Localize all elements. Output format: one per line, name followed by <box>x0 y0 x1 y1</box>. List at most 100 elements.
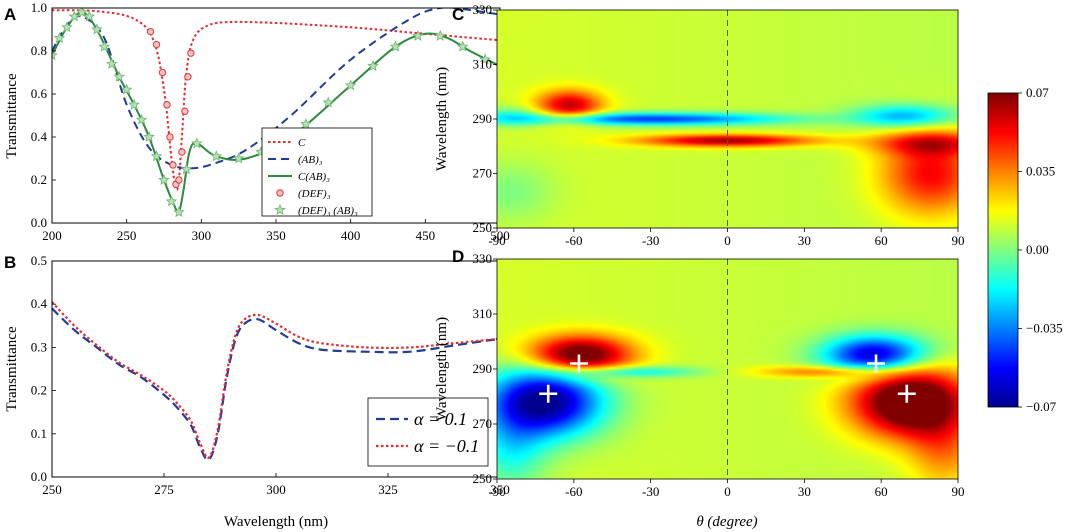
x-tick-label: 400 <box>341 228 361 243</box>
panel-a-marker-def3ab3 <box>389 40 402 52</box>
panel-b-legend-box <box>367 397 489 467</box>
panel-c-label: C <box>452 5 464 24</box>
x-tick-label: 30 <box>798 484 811 499</box>
panel-b-ylabel: Transmittance <box>4 326 20 412</box>
panel-a-marker-def3ab3 <box>120 83 133 95</box>
panel-c-ticks: -90 -60 -30 0 30 60 90 250 270 290 310 330 <box>473 2 965 248</box>
panel-a-marker-def3ab3 <box>180 163 193 175</box>
y-tick-label: 270 <box>473 166 493 181</box>
panel-a-ylabel: Transmittance <box>4 73 20 159</box>
cross-marker <box>897 384 916 403</box>
legend-a-swatch <box>274 203 286 215</box>
x-tick-label: 250 <box>117 228 137 243</box>
panel-a-label: A <box>4 5 16 24</box>
y-tick-label: 330 <box>473 2 493 17</box>
panel-a-series <box>52 8 500 218</box>
y-tick-label: 290 <box>473 111 493 126</box>
panel-c: C -90 -60 -30 0 30 60 90 250 270 290 310 330 Wavele… <box>434 2 965 248</box>
panel-b-legend: α = 0.1 α = −0.1 <box>367 397 489 467</box>
panel-a-marker-def3ab3 <box>322 96 334 108</box>
x-tick-label: 500 <box>490 228 510 243</box>
x-tick-label: -30 <box>642 233 659 248</box>
legend-a-label: C <box>298 137 306 149</box>
y-tick-label: 0.0 <box>31 215 47 230</box>
x-tick-label: 90 <box>952 484 965 499</box>
panel-c-ylabel: Wavelength (nm) <box>434 67 450 171</box>
y-tick-label: 0.4 <box>31 129 48 144</box>
panel-a-marker-def3ab3 <box>90 23 103 35</box>
x-tick-label: 60 <box>875 233 888 248</box>
colorbar-tick-label: −0.07 <box>1026 399 1057 414</box>
colorbar: 0.07 0.035 0.00 −0.035 −0.07 <box>987 85 1063 414</box>
y-tick-label: 270 <box>473 416 493 431</box>
panel-a-marker-def3 <box>181 107 189 115</box>
x-tick-label: 200 <box>42 228 62 243</box>
colorbar-ticks: 0.07 0.035 0.00 −0.035 −0.07 <box>1018 85 1063 414</box>
x-tick-label: 275 <box>154 482 174 497</box>
panel-d-xlabel-text: θ (degree) <box>696 514 757 530</box>
y-tick-label: 0.1 <box>31 426 47 441</box>
x-tick-label: 0 <box>724 233 731 248</box>
panel-b-label: B <box>4 253 16 272</box>
panel-b-ticks: 250 275 300 325 350 0.0 0.1 0.2 0.3 0.4 0.5 <box>31 253 510 497</box>
y-tick-label: 0.6 <box>31 86 48 101</box>
panel-a-marker-def3 <box>175 176 183 184</box>
panel-a-marker-def3ab3 <box>143 130 155 142</box>
y-tick-label: 0.3 <box>31 339 47 354</box>
y-tick-label: 0.2 <box>31 383 47 398</box>
panel-d-ylabel: Wavelength (nm) <box>434 317 450 421</box>
x-tick-label: 300 <box>266 482 286 497</box>
cross-marker <box>867 354 886 373</box>
panel-d: D -90 -60 -30 0 30 60 90 250 270 290 310 330 Wavele… <box>434 247 965 530</box>
x-tick-label: 60 <box>875 484 888 499</box>
panel-a-marker-def3 <box>169 161 177 169</box>
x-tick-label: 325 <box>378 482 398 497</box>
legend-b-label: α = −0.1 <box>414 436 479 456</box>
cross-marker <box>569 354 588 373</box>
legend-a-label: (AB)₃ <box>298 154 323 166</box>
panel-a-marker-def3 <box>178 148 186 156</box>
panel-a-marker-def3ab3 <box>165 195 178 207</box>
y-tick-label: 250 <box>473 220 493 235</box>
y-tick-label: 0.4 <box>31 296 48 311</box>
panel-a-marker-def3 <box>166 133 174 141</box>
panel-a-marker-def3ab3 <box>479 53 491 65</box>
panel-a-marker-def3ab3 <box>150 150 163 162</box>
panel-a-ticks: 200 250 300 350 400 450 500 0.0 0.2 0.4 0.6 0.8 1.0 <box>31 0 510 243</box>
panel-a-marker-def3ab3 <box>53 32 66 43</box>
x-tick-label: -60 <box>565 484 582 499</box>
panel-a-marker-def3 <box>184 73 192 81</box>
panel-a-marker-def3ab3 <box>135 113 148 125</box>
panel-d-ticks: -90 -60 -30 0 30 60 90 250 270 290 310 330 <box>473 251 965 499</box>
panel-a-marker-def3ab3 <box>106 57 118 69</box>
panel-a-marker-def3ab3 <box>210 150 222 162</box>
colorbar-tick-label: −0.035 <box>1026 321 1063 336</box>
colorbar-tick-label: 0.07 <box>1026 85 1049 100</box>
panel-d-label: D <box>452 247 464 266</box>
y-tick-label: 0.2 <box>31 172 47 187</box>
x-tick-label: 30 <box>798 233 811 248</box>
panel-a-marker-def3ab3 <box>456 40 469 52</box>
x-tick-label: 90 <box>952 233 965 248</box>
y-tick-label: 0.8 <box>31 43 47 58</box>
panel-a-marker-def3ab3 <box>232 152 245 164</box>
x-tick-label: 450 <box>416 228 436 243</box>
panel-a-marker-def3ab3 <box>52 49 58 61</box>
y-tick-label: 250 <box>473 471 493 486</box>
colorbar-tick-label: 0.035 <box>1026 164 1055 179</box>
panel-a-marker-def3 <box>146 27 155 36</box>
panel-b: B 250 275 300 325 350 0.0 0.1 0.2 0.3 0.4 0.5 Tran… <box>4 253 510 530</box>
panel-a-marker-def3ab3 <box>68 10 81 22</box>
panel-a-marker-def3ab3 <box>434 29 446 41</box>
x-tick-label: -90 <box>488 233 505 248</box>
panel-b-line-0 <box>52 307 500 462</box>
panel-a-marker-def3ab3 <box>83 10 96 22</box>
panel-a-marker-def3ab3 <box>98 40 110 52</box>
colorbar-gradient <box>987 92 1019 408</box>
panel-d-markers <box>539 354 916 403</box>
panel-a-marker-def3ab3 <box>344 79 357 91</box>
y-tick-label: 330 <box>473 251 493 266</box>
panel-a-marker-def3ab3 <box>412 29 424 41</box>
legend-a-label: (DEF)₃ (AB)₃ <box>298 205 358 217</box>
